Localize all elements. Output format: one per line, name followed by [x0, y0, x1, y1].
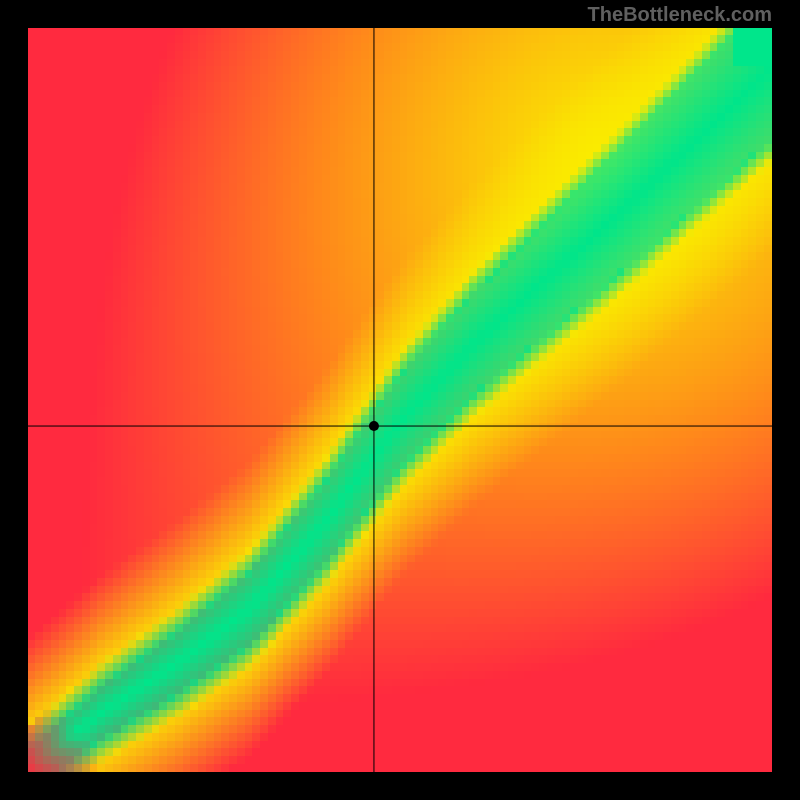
heatmap-canvas — [28, 28, 772, 772]
bottleneck-heatmap — [28, 28, 772, 772]
watermark: TheBottleneck.com — [588, 4, 772, 27]
